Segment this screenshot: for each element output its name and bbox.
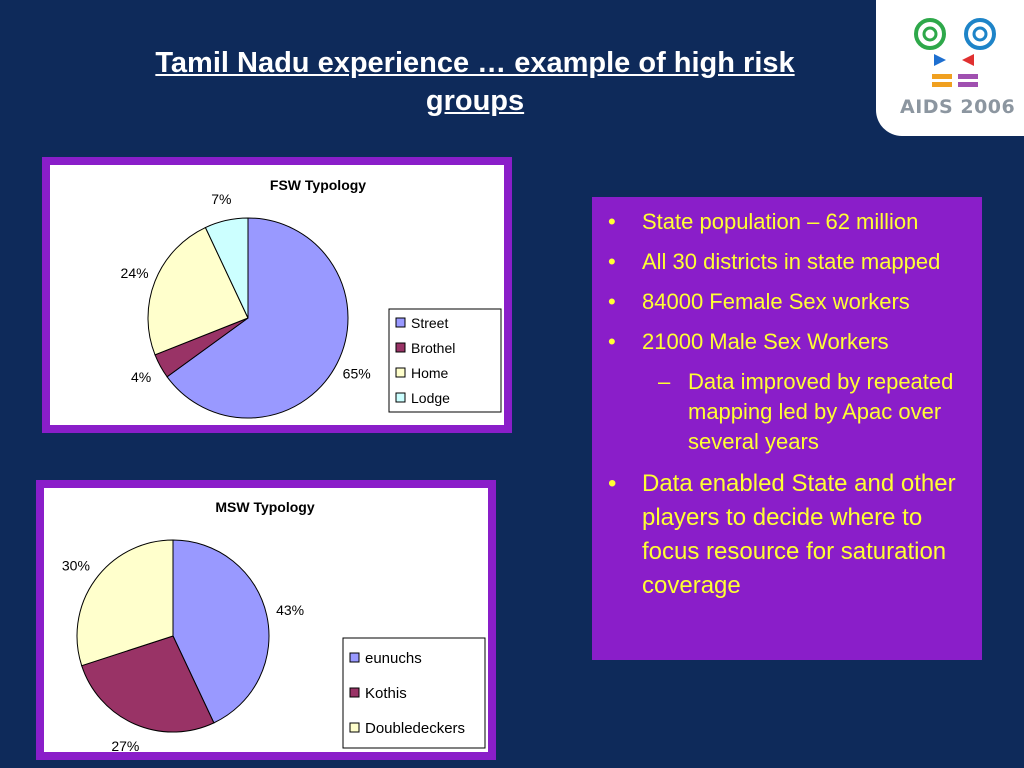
legend-label: Home <box>411 365 449 381</box>
bullet-item: • 84000 Female Sex workers <box>608 287 974 317</box>
bullet-item: • State population – 62 million <box>608 207 974 237</box>
bullet-text: Data enabled State and other players to … <box>642 470 956 599</box>
bullet-marker: – <box>658 369 671 394</box>
legend-label: Street <box>411 315 448 331</box>
fsw-chart-frame: FSW Typology 65% 4% 24% 7% Street Brothel Home L… <box>42 157 512 433</box>
chart-legend <box>342 637 486 749</box>
pie-slice-kothis <box>81 635 215 733</box>
bullet-text: State population – 62 million <box>642 209 919 234</box>
slice-data-label: 43% <box>276 602 304 618</box>
bullet-text: All 30 districts in state mapped <box>642 249 941 274</box>
bullet-marker: • <box>608 249 616 274</box>
logo-graphic-icon <box>914 18 996 87</box>
legend-swatch <box>395 367 406 378</box>
pie-slice-lodge <box>204 217 249 319</box>
bullet-list: • State population – 62 million • All 30 di… <box>608 207 974 603</box>
bullet-text: 21000 Male Sex Workers <box>642 329 889 354</box>
bullet-panel: • State population – 62 million • All 30 di… <box>592 197 982 660</box>
legend-label: Brothel <box>411 340 455 356</box>
legend-label: eunuchs <box>365 650 422 667</box>
slice-data-label: 7% <box>211 191 231 207</box>
legend-swatch <box>349 722 360 733</box>
bullet-text: 84000 Female Sex workers <box>642 289 910 314</box>
legend-swatch <box>349 687 360 698</box>
bullet-marker: • <box>608 329 616 354</box>
conference-logo: AIDS 2006 <box>876 0 1024 136</box>
bullet-marker: • <box>608 470 617 497</box>
chart-legend <box>388 308 502 413</box>
legend-swatch <box>395 342 406 353</box>
bullet-item: • Data enabled State and other players to… <box>608 467 974 603</box>
logo-text: AIDS 2006 <box>900 96 1016 118</box>
fsw-pie-chart: FSW Typology 65% 4% 24% 7% Street Brothel Home L… <box>121 177 502 419</box>
bullet-item: – Data improved by repeated mapping led b… <box>608 367 974 457</box>
legend-swatch <box>395 317 406 328</box>
bullet-item: • All 30 districts in state mapped <box>608 247 974 277</box>
legend-label: Lodge <box>411 390 450 406</box>
legend-label: Kothis <box>365 685 407 702</box>
bullet-text: Data improved by repeated mapping led by… <box>688 369 954 454</box>
pie-slice-home <box>147 226 249 356</box>
bullet-marker: • <box>608 209 616 234</box>
bullet-marker: • <box>608 289 616 314</box>
slice-data-label: 27% <box>111 738 139 754</box>
msw-chart-frame: MSW Typology 43% 27% 30% eunuchs Kothis Double… <box>36 480 496 760</box>
slice-data-label: 65% <box>343 365 371 381</box>
slice-data-label: 24% <box>121 265 149 281</box>
legend-swatch <box>395 392 406 403</box>
chart-title: MSW Typology <box>215 499 314 515</box>
pie-slice-doubledeckers <box>76 539 174 667</box>
bullet-item: • 21000 Male Sex Workers <box>608 327 974 357</box>
legend-swatch <box>349 652 360 663</box>
pie-slice-street <box>166 217 349 419</box>
slide-title: Tamil Nadu experience … example of high … <box>155 47 795 117</box>
pie-slice-eunuchs <box>172 539 270 724</box>
slice-data-label: 4% <box>131 369 151 385</box>
legend-label: Doubledeckers <box>365 720 465 737</box>
msw-pie-chart: MSW Typology 43% 27% 30% eunuchs Kothis Double… <box>62 499 486 754</box>
chart-title: FSW Typology <box>270 177 366 193</box>
slice-data-label: 30% <box>62 557 90 573</box>
